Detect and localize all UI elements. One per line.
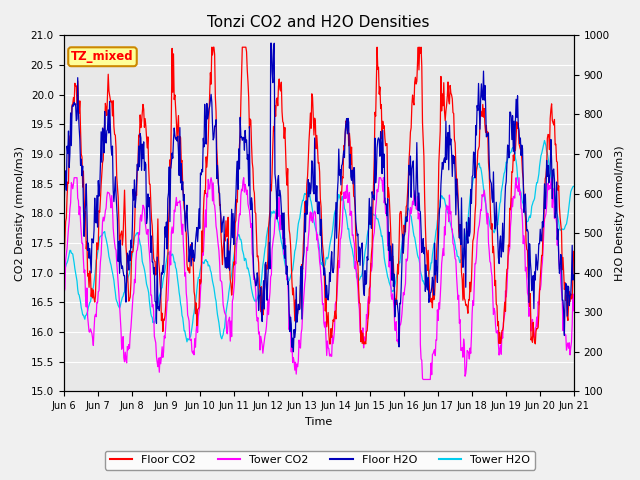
Title: Tonzi CO2 and H2O Densities: Tonzi CO2 and H2O Densities (207, 15, 430, 30)
Legend: Floor CO2, Tower CO2, Floor H2O, Tower H2O: Floor CO2, Tower CO2, Floor H2O, Tower H… (105, 451, 535, 469)
Y-axis label: CO2 Density (mmol/m3): CO2 Density (mmol/m3) (15, 146, 25, 281)
X-axis label: Time: Time (305, 417, 332, 427)
Text: TZ_mixed: TZ_mixed (71, 50, 134, 63)
Y-axis label: H2O Density (mmol/m3): H2O Density (mmol/m3) (615, 145, 625, 281)
